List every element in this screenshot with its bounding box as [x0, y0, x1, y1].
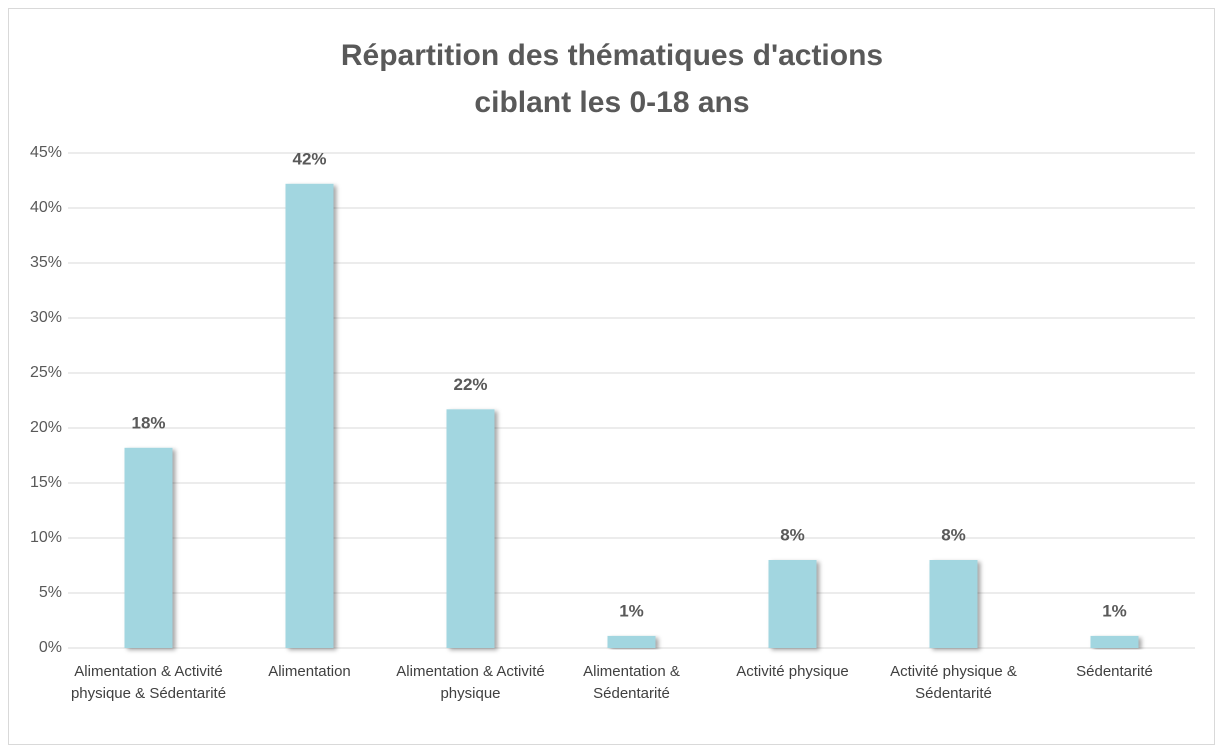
x-tick-label: Activité physique	[736, 663, 849, 680]
y-tick-label: 5%	[39, 584, 62, 601]
bar	[929, 560, 978, 648]
x-tick-label: Alimentation & Sédentarité	[583, 663, 680, 702]
data-label: 18%	[131, 413, 165, 432]
bar	[124, 447, 173, 648]
y-tick-label: 30%	[30, 309, 62, 326]
x-tick-label: Activité physique & Sédentarité	[890, 663, 1017, 702]
bar	[1090, 635, 1139, 648]
y-tick-label: 0%	[39, 639, 62, 656]
bar	[768, 560, 817, 648]
y-tick-label: 10%	[30, 529, 62, 546]
data-label: 1%	[619, 601, 644, 620]
y-tick-label: 20%	[30, 419, 62, 436]
data-label: 1%	[1102, 601, 1127, 620]
y-tick-label: 15%	[30, 474, 62, 491]
y-tick-label: 45%	[30, 144, 62, 161]
bar	[446, 409, 495, 648]
bar	[285, 183, 334, 649]
data-label: 22%	[453, 375, 487, 394]
y-tick-label: 40%	[30, 199, 62, 216]
x-tick-label: Alimentation & Activité physique & Séden…	[70, 663, 227, 702]
chart-title: Répartition des thématiques d'actions	[341, 39, 883, 72]
data-label: 42%	[292, 149, 326, 168]
y-tick-label: 25%	[30, 364, 62, 381]
chart-title: ciblant les 0-18 ans	[474, 86, 749, 119]
bar	[607, 635, 656, 648]
data-label: 8%	[780, 525, 805, 544]
x-tick-label: Alimentation	[268, 663, 351, 680]
y-tick-label: 35%	[30, 254, 62, 271]
x-tick-label: Alimentation & Activité physique	[396, 663, 545, 702]
x-tick-label: Sédentarité	[1076, 663, 1153, 680]
data-label: 8%	[941, 525, 966, 544]
chart-frame	[8, 8, 1215, 745]
